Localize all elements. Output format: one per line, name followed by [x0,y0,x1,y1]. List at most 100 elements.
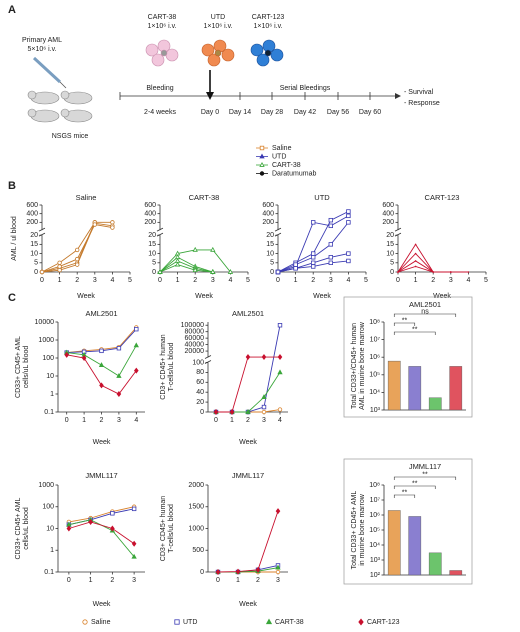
x-tick-label: 5 [364,277,368,284]
legend-marker [82,619,88,625]
point [74,247,80,253]
y-tick-label: 10 [266,250,274,257]
point [99,382,104,389]
significance-label: ** [402,489,408,496]
y-tick-label: 15 [148,241,156,248]
point [346,258,351,264]
point [346,213,351,219]
legend-marker [358,618,364,626]
y-tick-label: 0 [200,569,204,576]
label: NSGS mice [52,133,89,140]
x-tick-label: 0 [276,277,280,284]
significance-bracket [393,313,457,317]
label: 2-4 weeks [144,109,176,116]
y-tick-label: 2000 [188,482,204,489]
schematic [27,39,401,123]
y-tick-label: 0 [200,409,204,416]
y-tick-label: 10⁷ [370,336,381,343]
x-axis-label: Week [77,293,95,300]
point [275,564,281,570]
y-axis-label: CD33+ CD45+ AML [15,336,22,398]
legend-marker [174,619,180,625]
y-tick-label: 1000 [38,337,54,344]
point [310,220,316,225]
x-tick-label: 2 [246,417,250,424]
x-tick-label: 3 [93,277,97,284]
y-tick-label: 15 [386,241,394,248]
label: Primary AML [22,37,62,44]
y-tick-label: 10000 [35,319,55,326]
label: UTD [211,14,225,21]
x-tick-label: 1 [176,277,180,284]
panel-label: A [8,4,16,16]
significance-label: ns [421,308,429,315]
x-tick-label: 4 [228,277,232,284]
point [328,255,333,260]
x-tick-label: 0 [65,417,69,424]
axis-break [394,232,402,237]
point [261,354,267,361]
series-line [159,264,213,273]
x-tick-label: 0 [216,577,220,584]
y-tick-label: 10³ [370,557,381,564]
y-tick-label: 1000 [38,482,54,489]
axis-break [156,227,164,232]
point [134,326,139,332]
x-tick-label: 3 [117,417,121,424]
y-tick-label: 10⁶ [369,512,380,519]
point [275,569,281,575]
point [346,209,351,214]
legend-label: Daratumumab [272,170,316,177]
point [98,362,105,368]
point [157,269,163,274]
x-axis-label: Week [313,293,331,300]
point [346,220,351,225]
needle [59,81,67,89]
y-tick-label: 0.1 [44,409,54,416]
point [39,269,45,275]
x-tick-label: 3 [132,577,136,584]
y-tick-label: 5 [34,260,38,267]
bar [387,360,401,411]
chart-title: AML2501 [232,309,264,318]
y-axis-label: CD3+ CD45+ human [160,334,167,399]
x-tick-label: 2 [311,277,315,284]
point [261,409,267,415]
x-tick-label: 2 [256,577,260,584]
y-tick-label: 100 [192,359,204,366]
point [277,323,283,328]
bar [449,366,463,411]
point [131,540,137,547]
point [450,271,452,273]
axis-break [38,232,46,237]
y-tick-label: 600 [26,202,38,209]
y-axis-label: Total CD33+ CD45+ AML [351,491,358,570]
y-tick-label: 80000 [185,329,205,336]
y-tick-label: 5 [390,260,394,267]
point [229,409,235,415]
cart123-cells [250,39,284,67]
point [110,525,115,532]
x-tick-label: 1 [236,577,240,584]
y-tick-label: 200 [382,219,394,226]
y-tick-label: 10³ [370,407,381,414]
y-tick-label: 0 [270,269,274,276]
point [57,264,62,269]
label: Bleeding [146,85,173,92]
significance-bracket [393,476,457,480]
chart-title: CART-123 [425,193,460,202]
x-tick-label: 0 [396,277,400,284]
y-tick-label: 10⁸ [369,482,380,489]
y-tick-label: 1500 [188,504,204,511]
point [293,262,298,267]
x-tick-label: 4 [466,277,470,284]
point [275,508,281,515]
y-tick-label: 10⁶ [369,354,380,361]
point [81,355,87,361]
x-tick-label: 1 [294,277,298,284]
x-tick-label: 2 [100,417,104,424]
point [210,269,216,274]
y-tick-label: 1 [50,391,54,398]
series-line [217,510,279,573]
y-tick-label: 600 [262,202,274,209]
